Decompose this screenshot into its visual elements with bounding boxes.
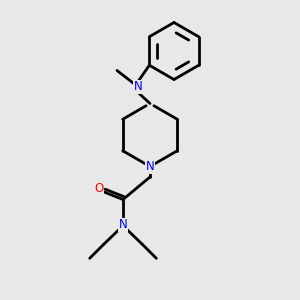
Text: N: N	[134, 80, 142, 94]
Text: O: O	[94, 182, 103, 196]
Text: N: N	[146, 160, 154, 173]
Text: N: N	[118, 218, 127, 232]
